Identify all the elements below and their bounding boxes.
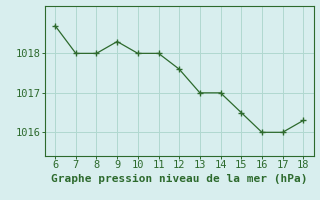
X-axis label: Graphe pression niveau de la mer (hPa): Graphe pression niveau de la mer (hPa): [51, 174, 308, 184]
